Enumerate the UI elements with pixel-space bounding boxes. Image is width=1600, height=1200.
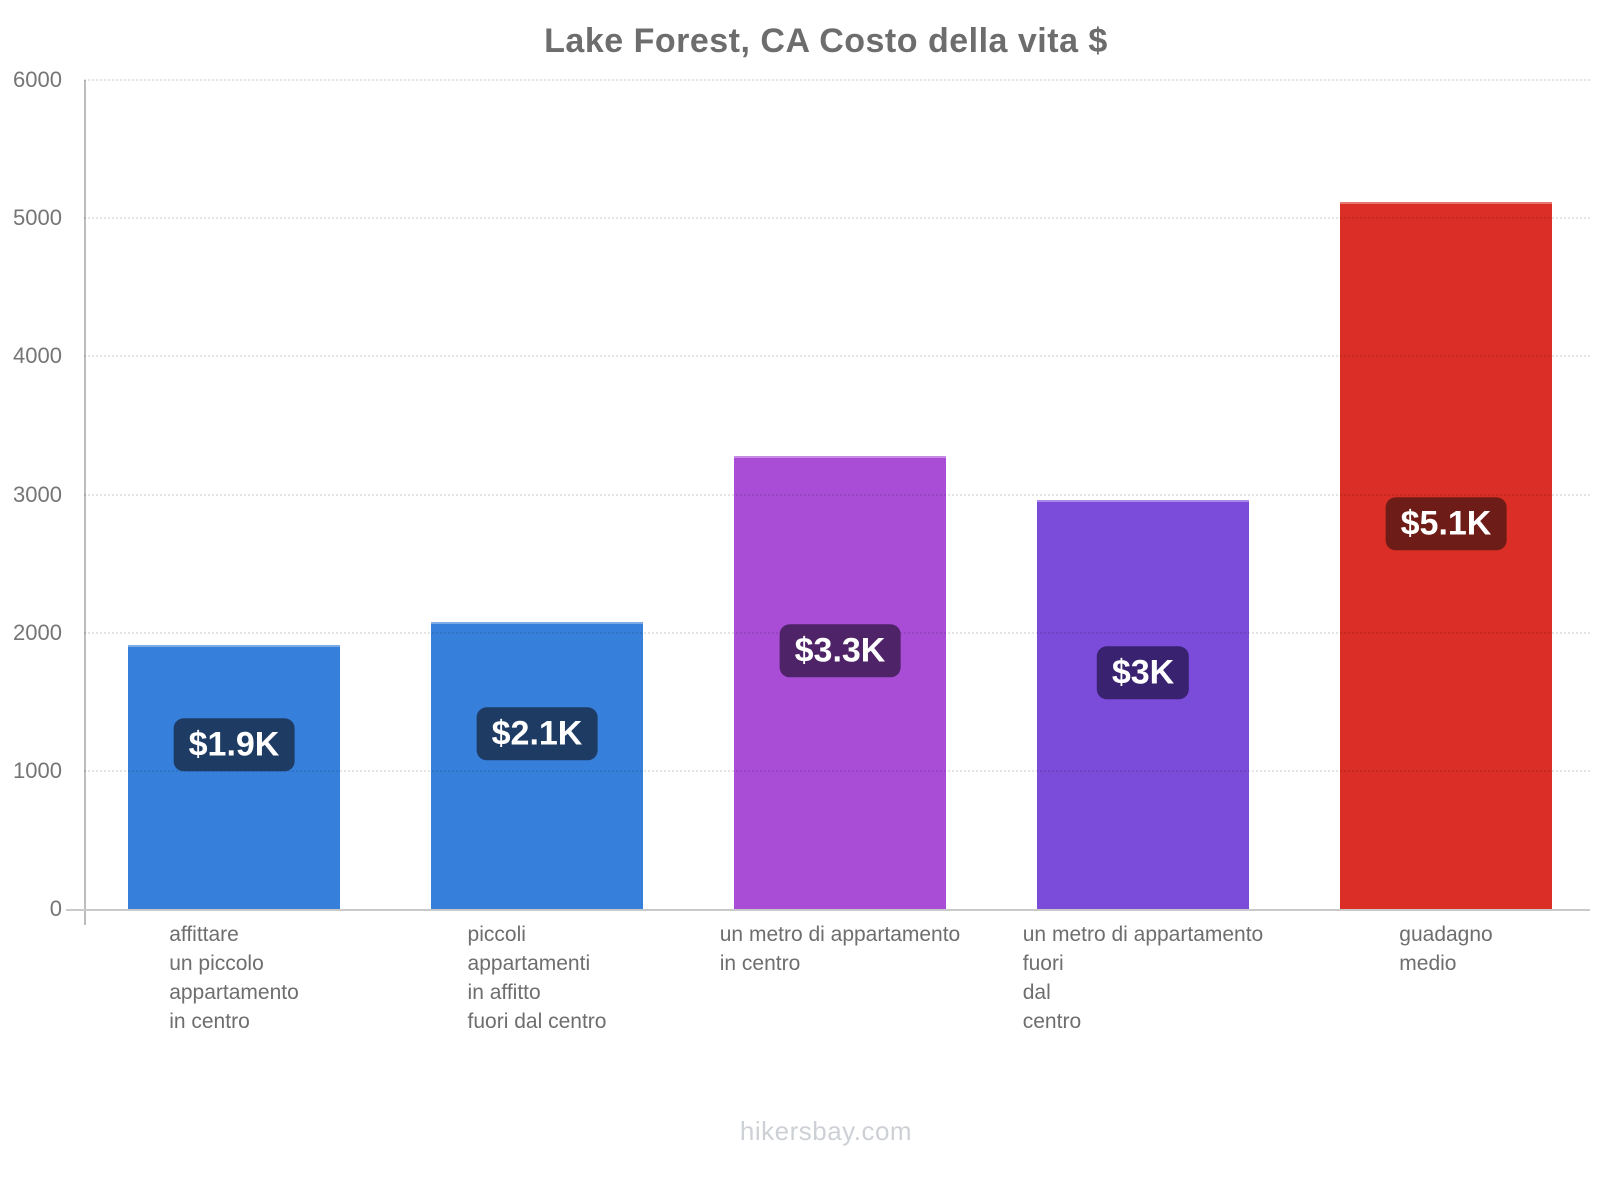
gridline <box>84 79 1590 81</box>
y-axis-line <box>84 80 86 925</box>
category-label: un metro di appartamento fuori dal centro <box>1023 920 1263 1036</box>
value-badge: $5.1K <box>1385 496 1507 551</box>
y-tick-label: 1000 <box>13 757 62 783</box>
y-tick-label: 4000 <box>13 343 62 369</box>
category-label-line: piccoli <box>467 923 526 946</box>
category-label-line: in centro <box>169 1010 250 1033</box>
category-label-line: un piccolo <box>169 952 264 975</box>
category-label: affittare un piccolo appartamento in centro <box>169 920 299 1036</box>
category-label-line: in affitto <box>467 981 541 1004</box>
category-label-line: fuori dal centro <box>467 1010 607 1033</box>
gridline <box>84 355 1590 358</box>
category-label: piccoli appartamenti in affitto fuori dal c… <box>468 920 607 1036</box>
y-tick-label: 6000 <box>13 67 62 92</box>
bar <box>128 645 340 909</box>
category-label: guadagno medio <box>1399 920 1492 978</box>
chart-title: Lake Forest, CA Costo della vita $ <box>544 22 1108 60</box>
value-badge: $2.1K <box>476 706 598 761</box>
category-label-line: appartamenti <box>467 952 591 975</box>
bar <box>1340 202 1552 909</box>
bar <box>1037 500 1249 909</box>
category-label-line: fuori <box>1022 952 1064 975</box>
category-label-line: appartamento <box>169 981 299 1004</box>
value-badge: $3K <box>1096 645 1190 700</box>
watermark-text: hikersbay.com <box>739 1116 913 1146</box>
category-label-line: un metro di appartamento <box>719 923 961 946</box>
x-axis-line <box>66 909 1590 911</box>
y-tick-label: 2000 <box>13 619 62 645</box>
value-badge: $1.9K <box>173 718 295 772</box>
bar <box>431 622 643 909</box>
gridline <box>84 217 1590 220</box>
y-tick-label: 3000 <box>13 481 62 507</box>
bar <box>734 456 946 909</box>
y-tick-label: 5000 <box>13 205 62 231</box>
y-tick-label: 0 <box>49 896 62 921</box>
category-label-line: un metro di appartamento <box>1022 923 1264 946</box>
category-label: un metro di appartamento in centro <box>720 920 960 978</box>
category-label-line: in centro <box>719 952 801 975</box>
category-label-line: medio <box>1399 952 1457 975</box>
gridline <box>84 493 1590 496</box>
category-label-line: affittare <box>169 923 239 946</box>
category-label-line: dal <box>1022 981 1051 1004</box>
category-label-line: guadagno <box>1399 923 1493 946</box>
value-badge: $3.3K <box>779 623 901 678</box>
category-label-line: centro <box>1022 1010 1082 1033</box>
gridline <box>84 769 1590 772</box>
